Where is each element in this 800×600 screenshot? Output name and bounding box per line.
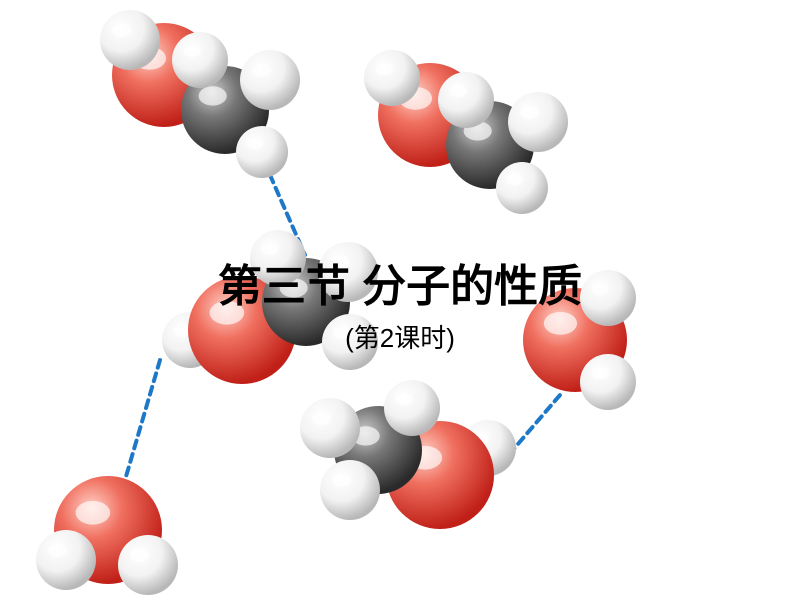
hydrogen-atom	[364, 50, 420, 106]
highlight	[520, 106, 539, 119]
hydrogen-atom	[236, 126, 288, 178]
highlight	[332, 474, 351, 487]
highlight	[312, 412, 331, 425]
hydrogen-atom	[250, 230, 306, 286]
highlight	[246, 138, 263, 149]
highlight	[48, 544, 67, 557]
highlight	[375, 63, 393, 75]
hydrogen-atom	[508, 92, 568, 152]
highlight	[591, 283, 609, 295]
highlight	[199, 86, 227, 105]
highlight	[395, 393, 413, 405]
hydrogen-atom	[100, 10, 160, 70]
highlight	[130, 549, 149, 562]
molecule-diagram	[0, 0, 800, 600]
hydrogen-atom	[384, 380, 440, 436]
highlight	[330, 256, 349, 269]
hydrogen-atom	[172, 32, 228, 88]
slide: 第三节 分子的性质 (第2课时)	[0, 0, 800, 600]
highlight	[252, 64, 271, 77]
highlight	[261, 243, 279, 255]
hydrogen-atom	[118, 535, 178, 595]
highlight	[333, 327, 351, 339]
hydrogen-bond	[125, 360, 160, 480]
highlight	[210, 301, 245, 325]
highlight	[506, 174, 523, 185]
hydrogen-atom	[496, 162, 548, 214]
hydrogen-atom	[300, 398, 360, 458]
hydrogen-atom	[580, 270, 636, 326]
highlight	[183, 45, 201, 57]
hydrogen-atom	[438, 72, 494, 128]
hydrogen-atom	[318, 242, 378, 302]
highlight	[76, 501, 111, 525]
hydrogen-atom	[240, 50, 300, 110]
highlight	[591, 367, 609, 379]
highlight	[544, 312, 577, 335]
hydrogen-atom	[36, 530, 96, 590]
hydrogen-atom	[320, 460, 380, 520]
hydrogen-atom	[580, 354, 636, 410]
highlight	[112, 24, 131, 37]
hydrogen-atom	[322, 314, 378, 370]
highlight	[449, 85, 467, 97]
